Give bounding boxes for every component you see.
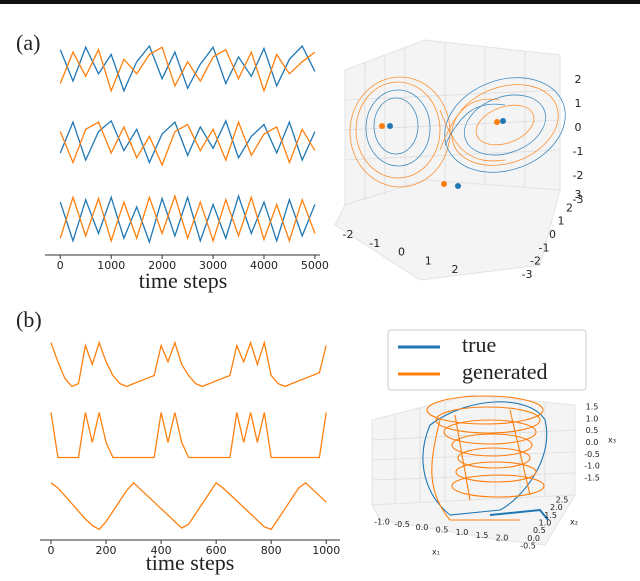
tick-label-3d: -0.5	[584, 450, 600, 459]
tick-label-3d: 0.5	[436, 526, 449, 535]
series-line	[59, 120, 316, 167]
legend-label: true	[462, 332, 496, 357]
tick-label-3d: -3	[522, 268, 533, 281]
tick-label-3d: -0.5	[394, 520, 410, 529]
legend-label: generated	[462, 359, 548, 384]
tick-label-3d: 1	[558, 215, 565, 228]
x-tick-label: 0	[57, 259, 64, 272]
3d-box	[334, 39, 566, 281]
tick-label-3d: 0	[549, 228, 556, 241]
panel-label: (b)	[16, 307, 42, 332]
tick-label-3d: -2	[530, 255, 541, 268]
tick-label-3d: 1.5	[544, 511, 557, 520]
x-tick-label: 600	[206, 544, 227, 557]
x-tick-label: 3000	[199, 259, 227, 272]
tick-label-3d: 1.5	[476, 531, 489, 540]
x-tick-label: 1000	[97, 259, 125, 272]
axis-label-3d: x₃	[608, 436, 616, 445]
tick-label-3d: 1	[575, 97, 582, 110]
x-tick-label: 2000	[148, 259, 176, 272]
tick-label-3d: 0.0	[416, 523, 429, 532]
x-tick-label: 200	[96, 544, 117, 557]
x-tick-label: 0	[48, 544, 55, 557]
x-tick-label: 5000	[301, 259, 329, 272]
x-tick-label: 4000	[250, 259, 278, 272]
series-line	[59, 193, 316, 245]
tick-label-3d: 2	[566, 201, 573, 214]
x-tick-label: 1000	[312, 544, 340, 557]
tick-label-3d: -3	[573, 193, 584, 206]
tick-label-3d: 2.0	[550, 503, 563, 512]
tick-label-3d: -1	[539, 241, 550, 254]
tick-label-3d: -1.5	[584, 474, 600, 483]
series-line	[59, 46, 316, 93]
tick-label-3d: 2	[452, 263, 459, 276]
x-axis-title: time steps	[146, 550, 235, 575]
tick-label-3d: -0.5	[520, 542, 536, 551]
tick-label-3d: 0.0	[586, 438, 599, 447]
tick-label-3d: -1.0	[584, 462, 600, 471]
tick-label-3d: 1.0	[456, 528, 469, 537]
tick-label-3d: -2	[343, 228, 354, 241]
tick-label-3d: 1.0	[539, 519, 552, 528]
tick-label-3d: -1	[573, 145, 584, 158]
tick-label-3d: 0.0	[527, 534, 540, 543]
panel-label: (a)	[16, 30, 40, 55]
tick-label-3d: 0	[398, 246, 405, 259]
tick-label-3d: 1.5	[586, 403, 599, 412]
series-line	[50, 481, 327, 531]
axis-label-3d: x₁	[432, 548, 440, 557]
series-line	[59, 119, 316, 165]
tick-label-3d: -2	[573, 169, 584, 182]
series-line	[59, 193, 316, 243]
series-line	[50, 340, 327, 388]
tick-label-3d: 1.0	[586, 414, 599, 423]
tick-label-3d: 1	[425, 254, 432, 267]
3d-box	[371, 394, 576, 546]
tick-label-3d: 0.5	[586, 426, 599, 435]
axis-label-3d: x₂	[570, 518, 578, 527]
tick-label-3d: 0.5	[533, 526, 546, 535]
series-line	[50, 412, 327, 459]
top-border	[0, 0, 640, 4]
tick-label-3d: 3	[575, 188, 582, 201]
tick-label-3d: 2.5	[556, 496, 569, 505]
series-line	[59, 44, 316, 93]
tick-label-3d: 2	[575, 73, 582, 86]
x-axis-title: time steps	[139, 268, 228, 293]
x-tick-label: 400	[151, 544, 172, 557]
x-tick-label: 800	[261, 544, 282, 557]
tick-label-3d: -1	[369, 237, 380, 250]
tick-label-3d: 2.0	[496, 534, 509, 543]
tick-label-3d: -1.0	[374, 518, 390, 527]
tick-label-3d: 0	[575, 121, 582, 134]
